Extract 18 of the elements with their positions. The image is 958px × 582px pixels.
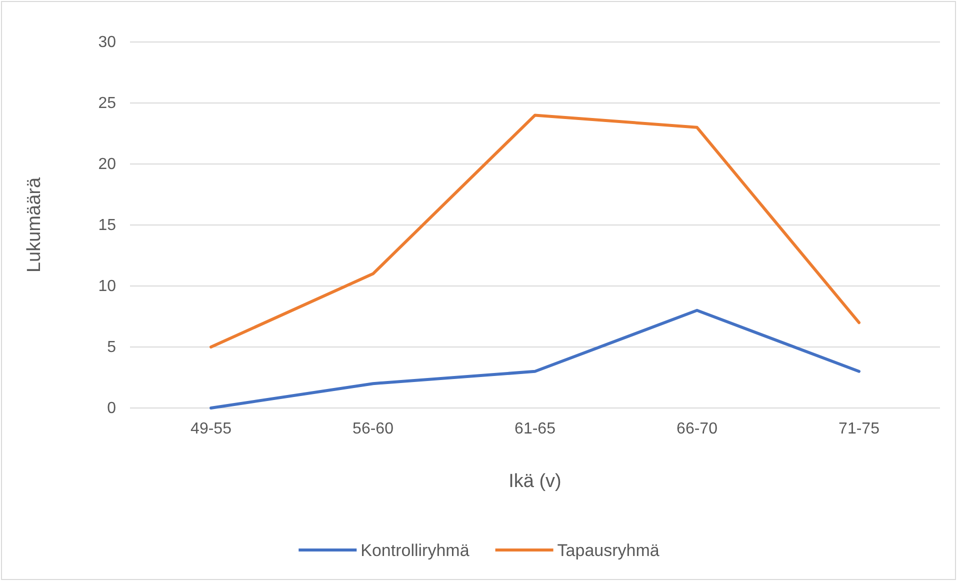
y-tick-label: 30 (98, 34, 116, 52)
x-tick-label: 71-75 (838, 420, 880, 438)
x-tick-label: 61-65 (514, 420, 556, 438)
x-tick-label: 56-60 (352, 420, 394, 438)
line-series (210, 308, 860, 410)
y-tick-label: 25 (98, 95, 116, 112)
y-tick-label: 15 (98, 217, 116, 234)
line-series (210, 114, 860, 348)
legend-label: Tapausryhmä (557, 541, 660, 560)
x-tick-label: 49-55 (190, 420, 232, 438)
y-axis-title: Lukumäärä (24, 177, 45, 273)
y-tick-label: 20 (98, 156, 116, 174)
y-tick-label: 5 (107, 339, 116, 356)
x-tick-label: 66-70 (676, 420, 718, 438)
y-tick-label: 0 (107, 400, 116, 418)
legend-label: Kontrolliryhmä (360, 541, 470, 560)
x-axis-title: Ikä (v) (508, 471, 562, 492)
y-tick-label: 10 (98, 278, 116, 296)
